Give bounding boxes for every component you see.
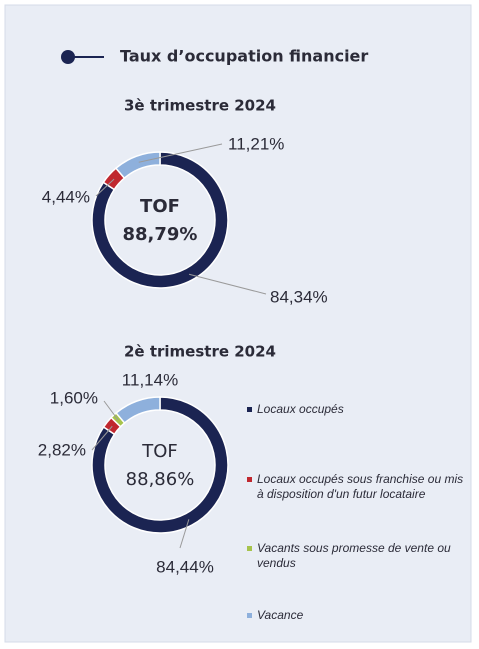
- legend-swatch: [247, 613, 252, 618]
- header-icon-dot: [61, 50, 75, 64]
- leader-line: [179, 519, 190, 549]
- data-label: 1,60%: [50, 388, 98, 407]
- center-value: 88,86%: [126, 469, 195, 490]
- legend-label: Vacance: [257, 608, 304, 622]
- center-value: 88,79%: [123, 224, 198, 245]
- legend-label: Vacants sous promesse de vente ou vendus: [257, 541, 451, 570]
- leader-line: [95, 178, 115, 197]
- data-label: 11,21%: [228, 134, 284, 153]
- legend-swatch: [247, 546, 252, 551]
- data-label: 84,34%: [270, 287, 328, 306]
- leader-line: [91, 425, 113, 451]
- legend-swatch: [247, 477, 252, 482]
- data-label: 4,44%: [42, 187, 90, 206]
- leader-line: [138, 143, 223, 163]
- data-label: 11,14%: [122, 370, 178, 389]
- chart-title: 3è trimestre 2024: [124, 97, 276, 115]
- data-label: 84,44%: [156, 557, 214, 576]
- leader-line: [103, 400, 119, 421]
- legend-label: Locaux occupés: [257, 402, 344, 416]
- legend-item: Locaux occupés: [246, 402, 472, 417]
- legend-item: Locaux occupés sous franchise ou mis à d…: [246, 472, 472, 502]
- donut-segment: [91, 396, 229, 534]
- leader-line: [188, 273, 267, 295]
- legend-label: Locaux occupés sous franchise ou mis à d…: [257, 472, 464, 501]
- legend-swatch: [247, 407, 252, 412]
- data-label: 2,82%: [38, 440, 86, 459]
- header-title: Taux d’occupation financier: [120, 47, 368, 66]
- chart-title: 2è trimestre 2024: [124, 343, 276, 361]
- donut-segment: [115, 396, 161, 424]
- center-label: TOF: [140, 196, 180, 217]
- donut-segment: [91, 151, 229, 289]
- panel: [4, 4, 472, 643]
- legend-item: Vacance: [246, 608, 472, 623]
- legend-item: Vacants sous promesse de vente ou vendus: [246, 541, 472, 571]
- donut-segment: [114, 151, 161, 180]
- center-label: TOF: [141, 441, 178, 462]
